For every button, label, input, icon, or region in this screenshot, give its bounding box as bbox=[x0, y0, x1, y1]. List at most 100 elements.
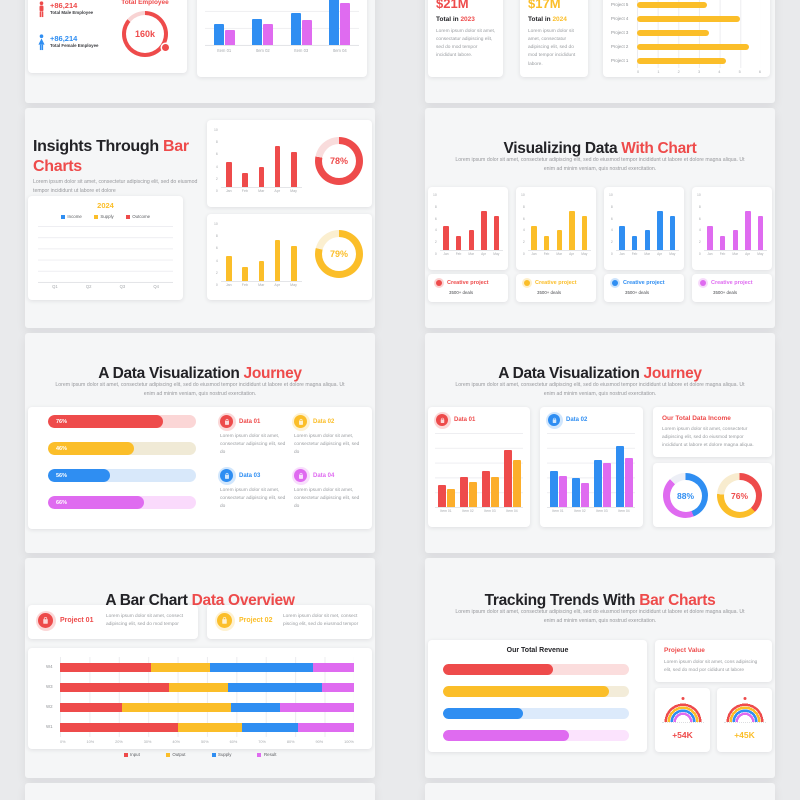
x-tick: 10% bbox=[86, 740, 95, 744]
bag-icon bbox=[217, 412, 236, 431]
bar bbox=[459, 477, 468, 507]
x-label: Feb bbox=[455, 252, 462, 256]
plot-area bbox=[615, 194, 679, 251]
x-label: May bbox=[493, 252, 500, 256]
legend-item: Result bbox=[257, 751, 277, 757]
data-item-1: Data 01 Lorem ipsum dolor sit amet, cons… bbox=[217, 412, 286, 457]
slide-tracking-trends[interactable]: Tracking Trends With Bar Charts Lorem ip… bbox=[425, 558, 775, 778]
bar bbox=[593, 459, 602, 507]
legend-label: Result bbox=[263, 751, 277, 757]
panel-bar-chart: 10 8 6 4 2 0 Jan Feb Mar Apr May bbox=[521, 193, 591, 256]
slide-journey-progress[interactable]: A Data Visualization Journey Lorem ipsum… bbox=[25, 333, 375, 553]
slide-subtitle: Lorem ipsum dolor sit amet, consectetur … bbox=[55, 382, 345, 398]
slide-subtitle: Lorem ipsum dolor sit amet, consectetur … bbox=[455, 382, 745, 398]
row-label: W3 bbox=[46, 683, 53, 689]
x-axis-labels: Jan Feb Mar Apr May bbox=[528, 251, 591, 256]
x-axis-labels: Jan Feb Mar Apr May bbox=[440, 251, 503, 256]
slide-visualizing-data[interactable]: Visualizing Data With Chart Lorem ipsum … bbox=[425, 108, 775, 328]
slide-title: A Bar Chart Data Overview bbox=[25, 591, 375, 610]
y-tick: 2 bbox=[610, 240, 613, 244]
stacked-hbar-card: W4 W3 W2 W1 0% 10% 20% 30% 40% 50% 60% 70% 80% 90% 10… bbox=[28, 648, 372, 757]
x-label: Q1 bbox=[52, 284, 58, 289]
bar bbox=[291, 246, 297, 281]
project-dot-icon bbox=[434, 278, 444, 288]
bar bbox=[258, 166, 265, 187]
x-label: May bbox=[290, 283, 297, 287]
data-item-body: Lorem ipsum dolor sit amet, consectetur … bbox=[294, 434, 360, 456]
x-label: Mar bbox=[468, 252, 474, 256]
legend-dot bbox=[165, 753, 170, 757]
progress-track bbox=[443, 730, 629, 741]
bar bbox=[631, 236, 638, 250]
legend-label: Output bbox=[172, 751, 186, 757]
x-label: Item 01 bbox=[440, 509, 452, 513]
panel-bar-chart: 10 8 6 4 2 0 Jan Feb Mar Apr May bbox=[433, 193, 503, 256]
x-tick: 6 bbox=[758, 70, 761, 74]
bar-group bbox=[213, 0, 235, 45]
x-label: Apr bbox=[657, 252, 663, 256]
bar bbox=[581, 216, 588, 250]
panel-label: Creative project bbox=[535, 280, 577, 286]
x-tick: 40% bbox=[172, 740, 180, 744]
slide-partial-left[interactable] bbox=[25, 783, 375, 800]
bar bbox=[637, 30, 710, 36]
title-red: Bar Charts bbox=[639, 591, 716, 609]
y-tick: 4 bbox=[215, 258, 218, 263]
bar bbox=[242, 172, 248, 187]
bar bbox=[290, 12, 301, 45]
panel-deals: 3500+ deals bbox=[713, 290, 738, 295]
y-tick: 0 bbox=[434, 251, 437, 256]
donut-76: 76% bbox=[717, 473, 762, 518]
progress-fill bbox=[443, 686, 609, 697]
y-tick: 2 bbox=[522, 240, 525, 244]
bar bbox=[329, 0, 340, 45]
legend-label: Supply bbox=[218, 751, 232, 757]
mini-chart-card-yellow: 10 8 6 4 2 0 Jan Feb Mar Apr May 79% bbox=[207, 214, 372, 300]
bar-group bbox=[556, 194, 563, 250]
bar-group bbox=[657, 194, 663, 250]
card-label: Data 01 bbox=[454, 417, 476, 423]
slide-employee-stats[interactable]: +86,214 Total Male Employee +86,214 Tota… bbox=[25, 0, 375, 103]
bar-group bbox=[459, 433, 477, 507]
total-2024-card: $17M Total in 2024 Lorem ipsum dolor sit… bbox=[520, 0, 588, 77]
bar bbox=[226, 162, 232, 187]
project-body: Lorem ipsum dolor sit met, consect pisci… bbox=[283, 614, 359, 628]
x-label: Item 04 bbox=[618, 509, 630, 513]
mini-bar-chart-yellow: 10 8 6 4 2 0 Jan Feb Mar Apr May bbox=[214, 222, 302, 288]
bar-group bbox=[291, 129, 297, 187]
bar-group bbox=[732, 194, 739, 250]
y-tick: 0 bbox=[698, 251, 701, 256]
slide-yearly-totals[interactable]: $21M Total in 2023 Lorem ipsum dolor sit… bbox=[425, 0, 775, 103]
plot-area bbox=[220, 223, 302, 282]
progress-track bbox=[443, 708, 629, 719]
slide-partial-right[interactable] bbox=[425, 783, 775, 800]
y-tick: 0 bbox=[215, 283, 218, 288]
bar bbox=[512, 460, 521, 507]
bar-group bbox=[581, 194, 588, 250]
gauge-chart bbox=[724, 697, 766, 723]
progress-fill bbox=[443, 708, 523, 719]
bar bbox=[707, 225, 713, 250]
bag-icon bbox=[35, 610, 56, 631]
bar bbox=[437, 484, 446, 507]
row-label: Project 3 bbox=[611, 29, 629, 35]
revenue-card: Our Total Revenue bbox=[428, 640, 647, 752]
legend-item: Output bbox=[165, 751, 186, 757]
row-label: W1 bbox=[46, 723, 53, 729]
bar-group bbox=[329, 0, 351, 45]
slide-data-overview[interactable]: A Bar Chart Data Overview Project 01 Lor… bbox=[25, 558, 375, 778]
slide-insights-bar-charts[interactable]: Insights Through Bar Charts Lorem ipsum … bbox=[25, 108, 375, 328]
bar-row: W2 bbox=[46, 697, 354, 717]
slide-title: Insights Through Bar Charts bbox=[33, 137, 211, 177]
total-2024-body: Lorem ipsum dolor sit amet, consectatur … bbox=[528, 29, 576, 67]
bar bbox=[719, 236, 726, 250]
bar-group bbox=[226, 129, 232, 187]
bar bbox=[644, 230, 651, 250]
stack-segment bbox=[60, 702, 122, 712]
panel-label-row: Creative project bbox=[610, 278, 665, 288]
x-tick: 30% bbox=[143, 740, 152, 744]
donut-hole: 79% bbox=[322, 237, 356, 271]
bar bbox=[637, 44, 749, 50]
stacked-bar-chart: Q1 Q2 Q3 Q4 bbox=[38, 226, 173, 289]
slide-journey-charts[interactable]: A Data Visualization Journey Lorem ipsum… bbox=[425, 333, 775, 553]
